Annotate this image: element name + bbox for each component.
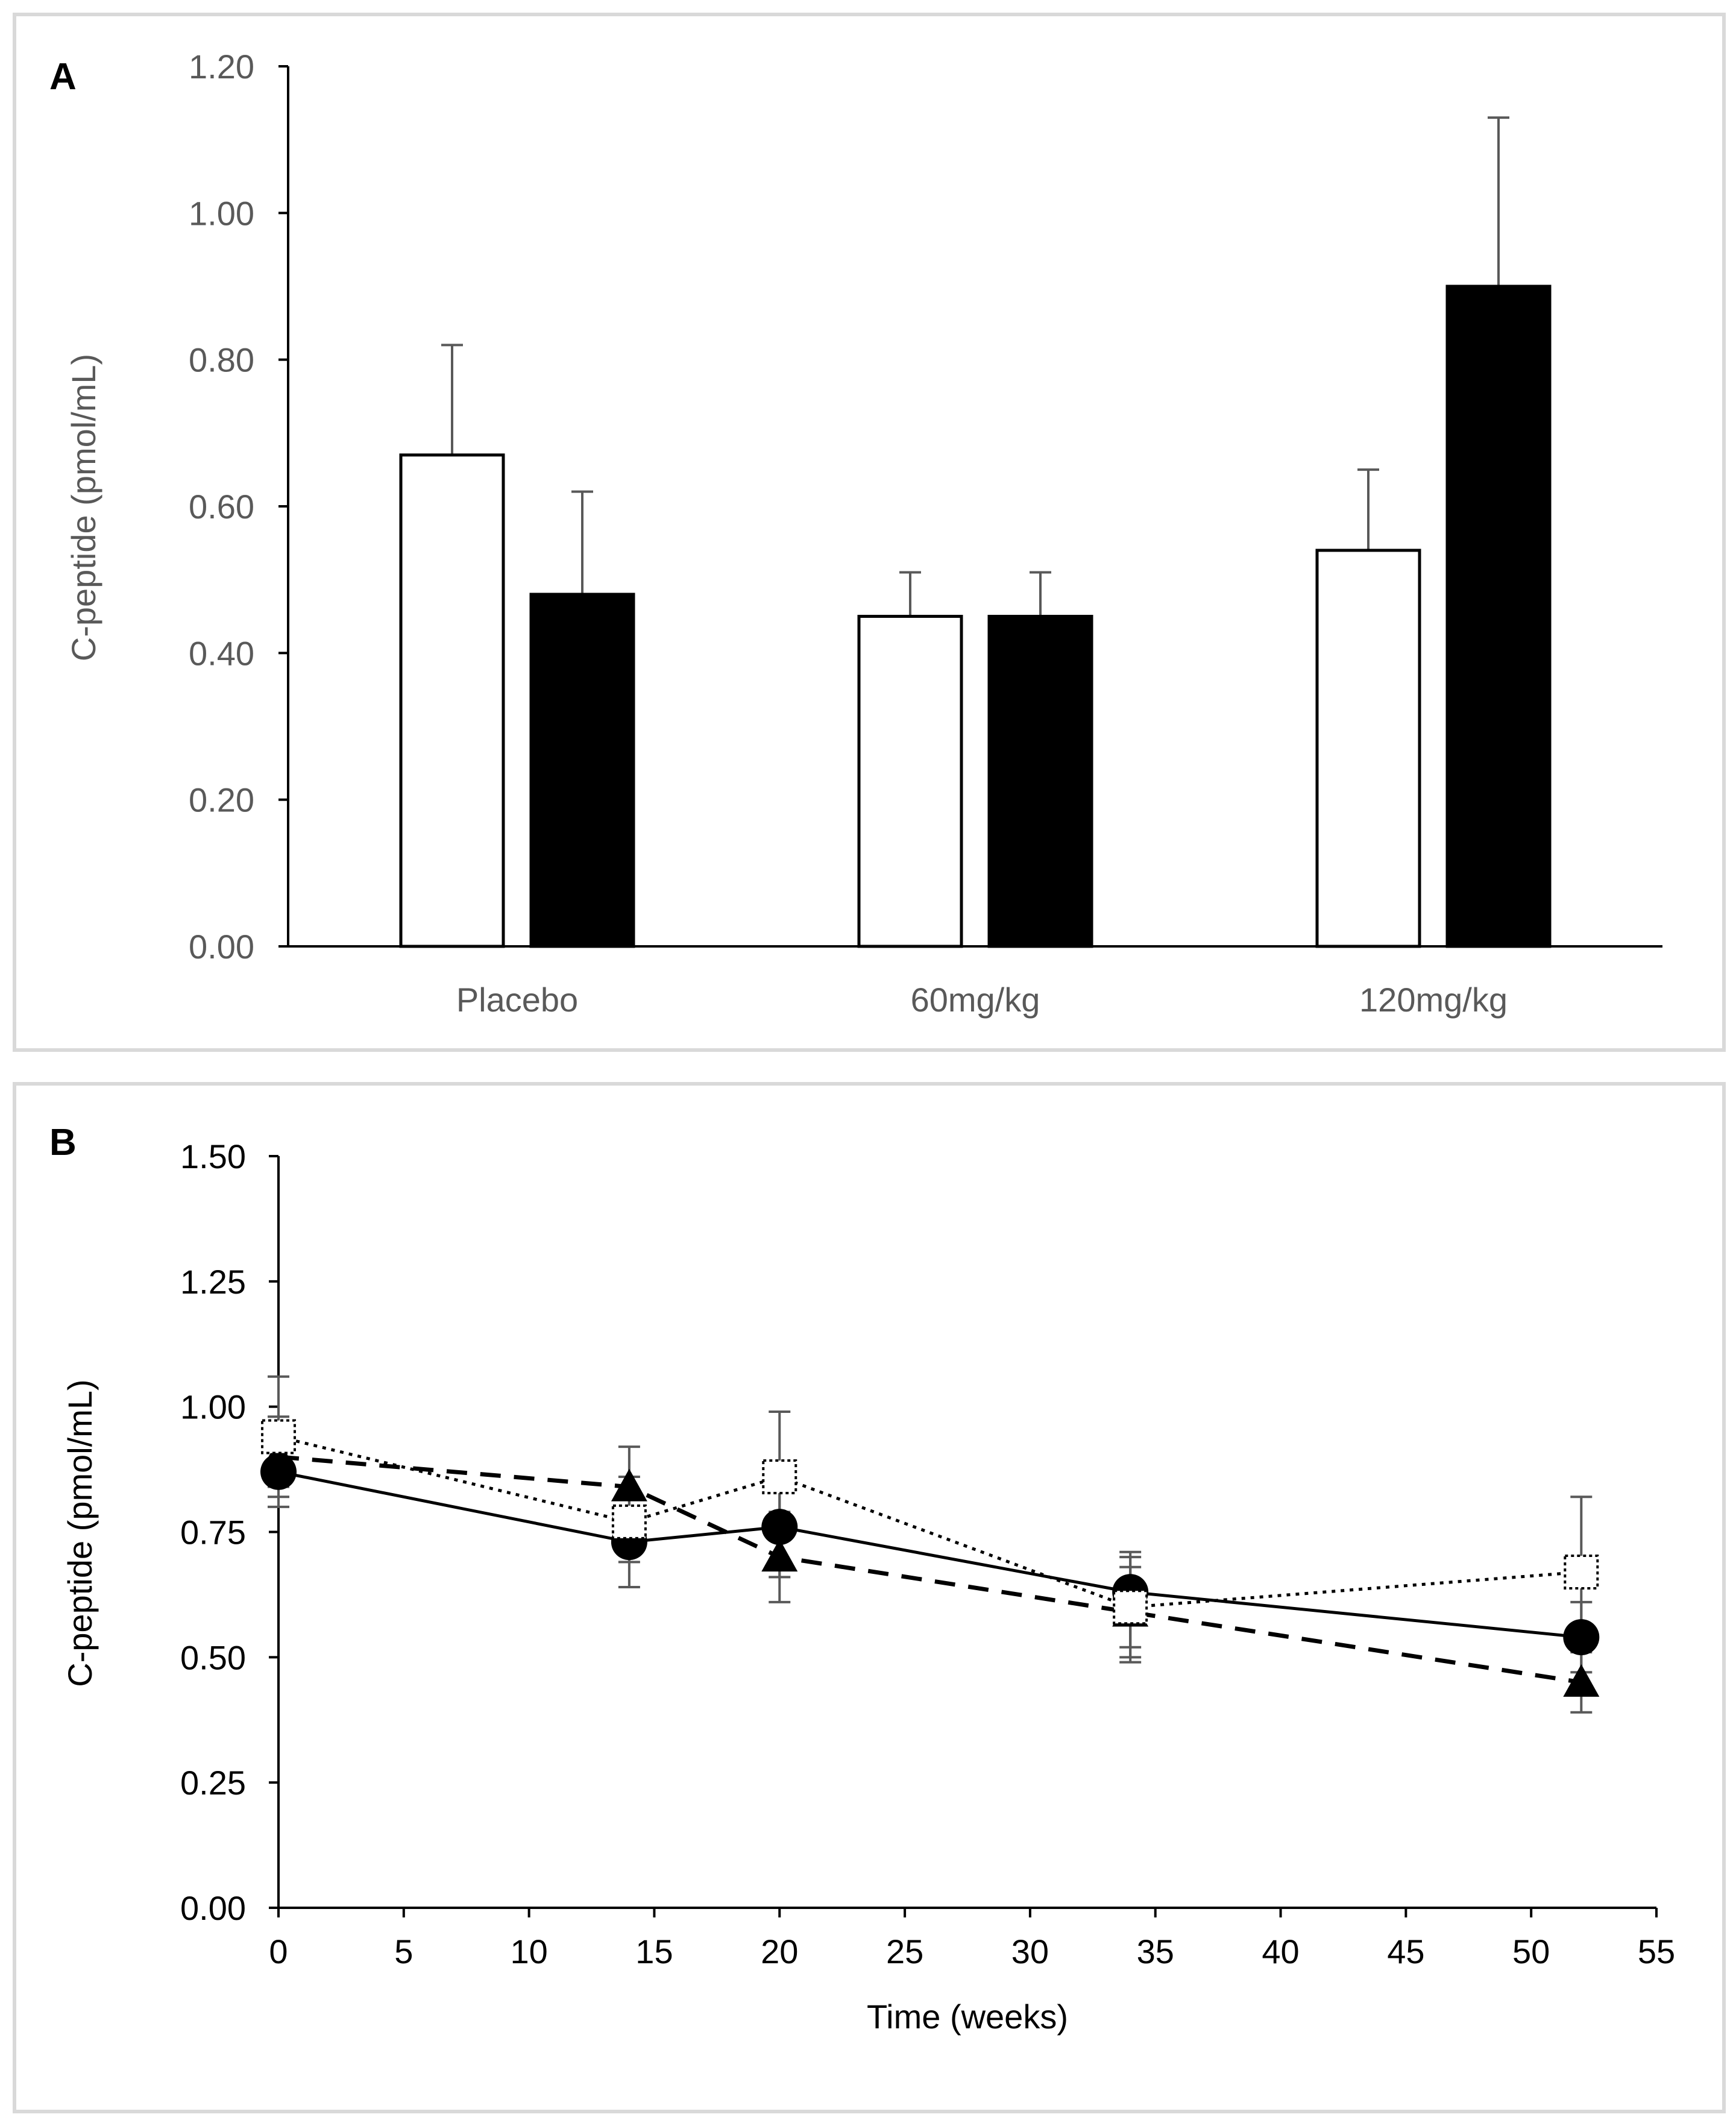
panel-a-label: A bbox=[49, 56, 77, 98]
panel-b-y-tick-label: 0.50 bbox=[180, 1638, 246, 1676]
panel-a-y-tick-label: 1.20 bbox=[189, 48, 254, 86]
panel-b-chart: 0.00 0.25 0.50 0.75 1.00 1.25 1.50 0 5 10 15 20 25 30… bbox=[61, 1137, 1675, 2036]
panel-b-frame bbox=[13, 1082, 1726, 2113]
panel-b-marker-square bbox=[762, 1459, 797, 1495]
panel-a-y-tick-label: 1.00 bbox=[189, 194, 254, 232]
panel-b-marker-triangle bbox=[1563, 1664, 1600, 1697]
panel-a-y-tick-label: 0.20 bbox=[189, 781, 254, 819]
panel-a-y-tick-label: 0.60 bbox=[189, 488, 254, 526]
panel-a-y-axis-title: C-peptide (pmol/mL) bbox=[64, 354, 102, 661]
panel-b-x-tick-label: 55 bbox=[1638, 1933, 1675, 1970]
panel-b-marker-circle bbox=[761, 1509, 798, 1546]
panel-a-bar bbox=[987, 615, 1093, 948]
panel-b-x-tick-label: 25 bbox=[886, 1933, 923, 1970]
panel-a-x-tick-label: 60mg/kg bbox=[911, 981, 1040, 1019]
panel-b-x-tick-label: 45 bbox=[1387, 1933, 1424, 1970]
panel-b-y-tick-label: 0.00 bbox=[180, 1889, 246, 1927]
panel-b-x-axis-title: Time (weeks) bbox=[867, 1998, 1068, 2036]
panel-b-y-tick-label: 1.50 bbox=[180, 1137, 246, 1175]
panel-a-y-tick-label: 0.40 bbox=[189, 634, 254, 672]
panel-b-marker-square bbox=[1564, 1555, 1599, 1590]
panel-b-x-tick-label: 30 bbox=[1011, 1933, 1049, 1970]
panel-a-y-tick-label: 0.00 bbox=[189, 928, 254, 966]
panel-b-marker-square bbox=[261, 1419, 296, 1455]
panel-b-marker-triangle bbox=[761, 1539, 798, 1572]
panel-b-marker-triangle bbox=[611, 1468, 647, 1502]
panel-b-marker-triangle bbox=[260, 1438, 297, 1471]
panel-a-bar bbox=[857, 615, 963, 948]
panel-b-y-tick-label: 0.25 bbox=[180, 1764, 246, 1802]
panel-a-bar bbox=[399, 453, 505, 948]
panel-b-x-tick-label: 50 bbox=[1512, 1933, 1550, 1970]
panel-b-marker-square bbox=[611, 1504, 647, 1539]
panel-a-y-tick-label: 0.80 bbox=[189, 341, 254, 379]
panel-b-y-axis-title: C-peptide (pmol/mL) bbox=[61, 1379, 99, 1687]
panel-b-label: B bbox=[49, 1122, 77, 1163]
panel-a-bar bbox=[529, 593, 635, 948]
panel-b-x-tick-label: 5 bbox=[394, 1933, 413, 1970]
panel-b-x-tick-label: 40 bbox=[1262, 1933, 1299, 1970]
panel-b-x-tick-label: 10 bbox=[510, 1933, 547, 1970]
panel-b-x-tick-label: 35 bbox=[1137, 1933, 1174, 1970]
panel-b-y-tick-label: 0.75 bbox=[180, 1514, 246, 1552]
panel-b-x-tick-label: 15 bbox=[635, 1933, 673, 1970]
panel-a-bar bbox=[1315, 549, 1421, 948]
panel-b-y-tick-label: 1.00 bbox=[180, 1388, 246, 1426]
panel-a-bar bbox=[1445, 285, 1552, 948]
panel-b-y-tick-label: 1.25 bbox=[180, 1263, 246, 1301]
panel-a-x-tick-label: 120mg/kg bbox=[1359, 981, 1508, 1019]
panel-a-chart: 0.00 0.20 0.40 0.60 0.80 1.00 1.20 C-peptide (p… bbox=[64, 48, 1662, 1019]
panel-b-marker-square bbox=[1113, 1590, 1148, 1625]
panel-b-x-tick-label: 0 bbox=[269, 1933, 288, 1970]
panel-b-marker-circle bbox=[1563, 1619, 1600, 1656]
panel-a-x-tick-label: Placebo bbox=[456, 981, 578, 1019]
panel-b-x-tick-label: 20 bbox=[761, 1933, 798, 1970]
